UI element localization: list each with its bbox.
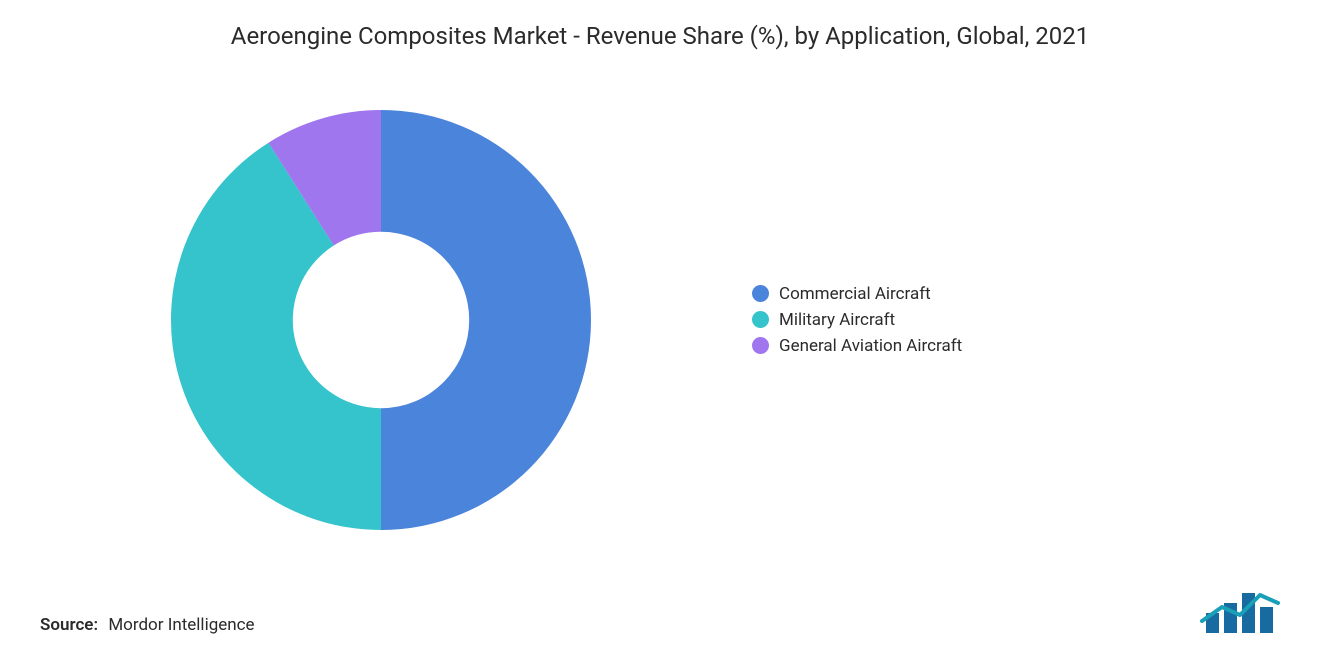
footer: Source: Mordor Intelligence: [40, 577, 1280, 635]
chart-title: Aeroengine Composites Market - Revenue S…: [40, 20, 1280, 52]
donut-slice: [381, 110, 591, 530]
legend-item: General Aviation Aircraft: [752, 336, 1280, 356]
legend-label: General Aviation Aircraft: [779, 336, 962, 356]
source-line: Source: Mordor Intelligence: [40, 615, 255, 635]
legend-label: Military Aircraft: [779, 310, 895, 330]
legend-item: Military Aircraft: [752, 310, 1280, 330]
donut-chart: [171, 110, 591, 530]
legend-swatch-icon: [752, 311, 769, 328]
source-label: Source:: [40, 615, 98, 635]
donut-wrap: [40, 110, 722, 530]
legend-label: Commercial Aircraft: [779, 284, 931, 304]
source-value: Mordor Intelligence: [108, 615, 254, 635]
chart-row: Commercial Aircraft Military Aircraft Gene…: [40, 62, 1280, 577]
legend-swatch-icon: [752, 337, 769, 354]
legend-swatch-icon: [752, 285, 769, 302]
chart-container: Aeroengine Composites Market - Revenue S…: [0, 0, 1320, 665]
legend: Commercial Aircraft Military Aircraft Gene…: [722, 278, 1280, 362]
brand-logo-icon: [1200, 587, 1280, 635]
legend-item: Commercial Aircraft: [752, 284, 1280, 304]
